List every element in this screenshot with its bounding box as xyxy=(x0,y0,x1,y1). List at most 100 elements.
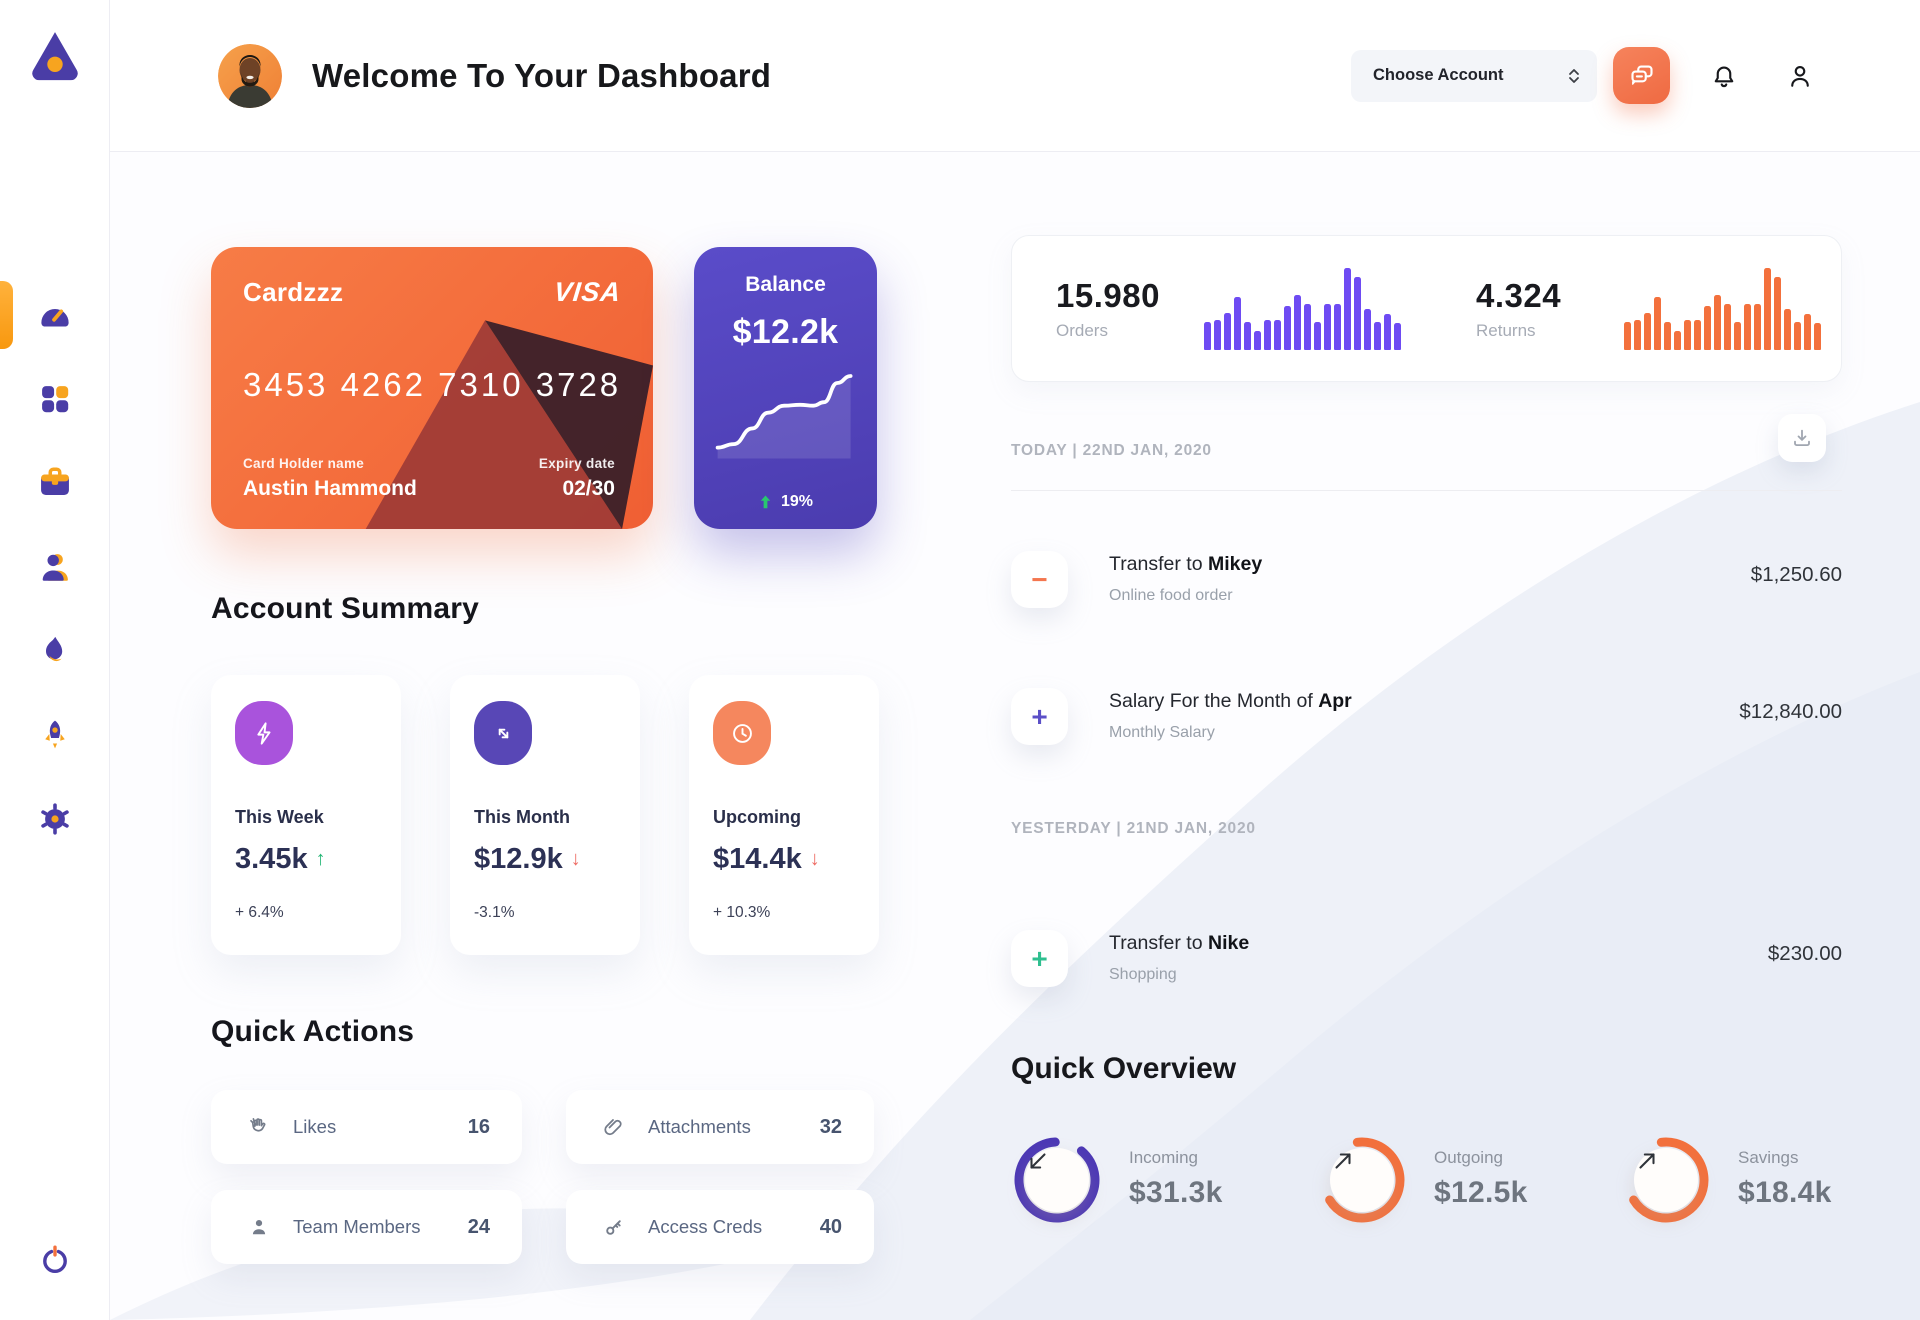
transaction-subtitle: Online food order xyxy=(1109,587,1233,604)
avatar[interactable] xyxy=(218,43,282,108)
download-button[interactable] xyxy=(1778,414,1826,462)
sidebar-item-apps[interactable] xyxy=(0,367,110,431)
trend-down-icon: ↓ xyxy=(570,848,581,870)
transaction-subtitle: Monthly Salary xyxy=(1109,724,1215,741)
bell-icon xyxy=(1714,65,1734,87)
date-header-yesterday: YESTERDAY | 21ND JAN, 2020 xyxy=(1011,820,1256,837)
sidebar-item-people[interactable] xyxy=(0,535,110,599)
notifications-button[interactable] xyxy=(1704,56,1744,96)
quick-action-likes[interactable]: Likes 16 xyxy=(211,1090,522,1164)
expiry-label: Expiry date xyxy=(538,456,615,471)
quick-actions-grid: Likes 16 Attachments 32 Team Members xyxy=(211,1090,874,1264)
quick-action-access-creds[interactable]: Access Creds 40 xyxy=(566,1190,874,1264)
transaction-amount: $230.00 xyxy=(1767,942,1842,965)
avatar-photo xyxy=(218,43,282,108)
header-actions: Choose Account xyxy=(1351,47,1820,104)
overview-value: $31.3k xyxy=(1129,1176,1223,1209)
overview-label: Incoming xyxy=(1129,1148,1198,1167)
returns-label: Returns xyxy=(1476,320,1536,340)
expiry-value: 02/30 xyxy=(562,477,615,500)
credit-card: Cardzzz VISA 3453 4262 7310 3728 Card Ho… xyxy=(211,247,653,529)
activity-panel: 15.980 Orders 4.324 Returns TODAY | 22ND… xyxy=(1011,152,1842,1320)
account-summary-title: Account Summary xyxy=(211,592,480,625)
outgoing-progress-ring xyxy=(1316,1134,1408,1226)
overview-incoming: Incoming $31.3k xyxy=(1011,1134,1223,1226)
summary-label: This Week xyxy=(235,807,324,827)
plus-icon: + xyxy=(1011,688,1068,745)
transfer-arrows-icon xyxy=(474,701,532,765)
summary-label: Upcoming xyxy=(713,807,801,827)
main-content: Cardzzz VISA 3453 4262 7310 3728 Card Ho… xyxy=(110,152,1920,1320)
quick-action-count: 24 xyxy=(467,1215,490,1238)
orders-stat: 15.980 Orders xyxy=(1012,236,1432,381)
overview-value: $12.5k xyxy=(1434,1176,1528,1209)
quick-action-label: Access Creds xyxy=(648,1216,763,1237)
summary-change: + 10.3% xyxy=(713,904,771,921)
trend-down-icon: ↓ xyxy=(809,848,820,870)
quick-action-label: Attachments xyxy=(648,1116,751,1137)
orders-value: 15.980 xyxy=(1056,276,1160,314)
quick-action-team-members[interactable]: Team Members 24 xyxy=(211,1190,522,1264)
summary-card-this-month: This Month $12.9k ↓ -3.1% xyxy=(450,675,640,955)
overview-label: Outgoing xyxy=(1434,1148,1503,1167)
quick-action-count: 16 xyxy=(467,1115,490,1138)
transaction-title: Transfer to Nike xyxy=(1109,932,1250,954)
logo-triangle-icon xyxy=(32,32,78,81)
sidebar xyxy=(0,0,110,1320)
choose-account-select[interactable]: Choose Account xyxy=(1351,49,1597,102)
returns-value: 4.324 xyxy=(1476,276,1562,314)
sidebar-item-activity[interactable] xyxy=(0,619,110,683)
transactions-divider xyxy=(1011,490,1842,491)
quick-action-count: 40 xyxy=(819,1215,842,1238)
transaction-row-nike[interactable]: + Transfer to Nike Shopping $230.00 xyxy=(1011,930,1842,988)
quick-action-count: 32 xyxy=(819,1115,842,1138)
summary-label: This Month xyxy=(474,807,570,827)
user-icon xyxy=(1791,65,1809,87)
quick-overview-row: Incoming $31.3k xyxy=(1011,1134,1842,1230)
up-arrow-icon xyxy=(760,495,771,509)
orders-returns-card: 15.980 Orders 4.324 Returns xyxy=(1011,235,1842,382)
summary-value: $12.9k xyxy=(474,843,563,875)
credit-card-decoration xyxy=(365,320,653,529)
sidebar-item-work[interactable] xyxy=(0,451,110,515)
speedometer-icon xyxy=(41,308,69,327)
app-logo[interactable] xyxy=(0,26,110,82)
returns-stat: 4.324 Returns xyxy=(1432,236,1852,381)
quick-actions-title: Quick Actions xyxy=(211,1015,415,1048)
balance-value: $12.2k xyxy=(732,313,839,351)
download-icon xyxy=(1794,429,1810,446)
sidebar-nav xyxy=(0,281,110,851)
transaction-amount: $1,250.60 xyxy=(1750,563,1842,586)
person-icon xyxy=(42,554,68,581)
quick-overview-title: Quick Overview xyxy=(1011,1052,1237,1085)
transaction-row-mikey[interactable]: − Transfer to Mikey Online food order $1… xyxy=(1011,551,1842,609)
briefcase-icon xyxy=(41,467,69,496)
minus-icon: − xyxy=(1011,551,1068,608)
overview-value: $18.4k xyxy=(1738,1176,1832,1209)
transaction-row-salary[interactable]: + Salary For the Month of Apr Monthly Sa… xyxy=(1011,688,1842,746)
card-holder-label: Card Holder name xyxy=(243,456,365,471)
sidebar-item-settings[interactable] xyxy=(0,787,110,851)
profile-button[interactable] xyxy=(1780,56,1820,96)
flame-icon xyxy=(46,636,63,662)
clap-icon xyxy=(250,1118,266,1132)
card-holder-name: Austin Hammond xyxy=(243,477,417,500)
summary-change: -3.1% xyxy=(474,904,515,921)
logout-button[interactable] xyxy=(0,1228,110,1292)
summary-card-this-week: This Week 3.45k ↑ + 6.4% xyxy=(211,675,401,955)
overview-outgoing: Outgoing $12.5k xyxy=(1316,1134,1528,1226)
transaction-title: Transfer to Mikey xyxy=(1109,553,1263,575)
key-icon xyxy=(606,1220,621,1235)
sidebar-item-dashboard[interactable] xyxy=(0,281,110,349)
choose-account-label: Choose Account xyxy=(1373,66,1504,84)
overview-savings: Savings $18.4k xyxy=(1620,1134,1832,1226)
sidebar-item-launch[interactable] xyxy=(0,703,110,767)
summary-card-upcoming: Upcoming $14.4k ↓ + 10.3% xyxy=(689,675,879,955)
chat-button[interactable] xyxy=(1613,47,1670,104)
summary-value: $14.4k xyxy=(713,843,802,875)
clock-icon xyxy=(713,701,771,765)
returns-bar-chart xyxy=(1624,267,1822,350)
quick-action-attachments[interactable]: Attachments 32 xyxy=(566,1090,874,1164)
card-name: Cardzzz xyxy=(243,277,344,307)
plus-icon: + xyxy=(1011,930,1068,987)
